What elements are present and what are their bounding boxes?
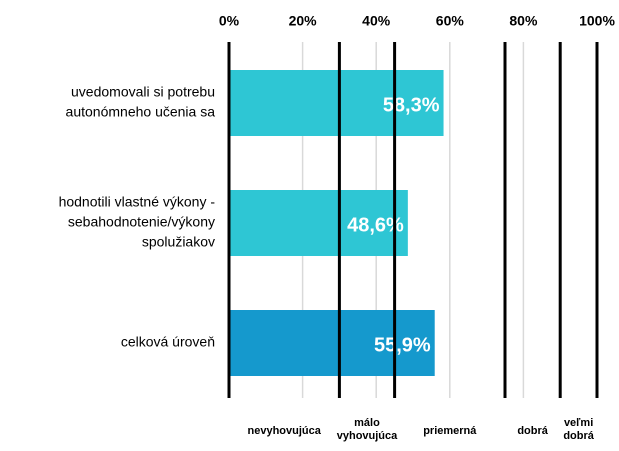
category-label: hodnotili vlastné výkony - (59, 194, 216, 210)
category-label: sebahodnotenie/výkony (68, 214, 215, 230)
band-label: vyhovujúca (337, 430, 398, 442)
band-label: dobrá (517, 425, 548, 437)
category-label: celková úroveň (121, 334, 215, 350)
band-label: veľmi (564, 417, 593, 429)
band-label: nevyhovujúca (248, 425, 322, 437)
bar (229, 190, 408, 256)
band-label: priemerná (423, 425, 477, 437)
bar (229, 310, 435, 376)
x-tick-label: 100% (579, 13, 615, 29)
x-tick-label: 60% (436, 13, 465, 29)
value-label: 58,3% (383, 94, 440, 116)
category-label: spolužiakov (142, 234, 215, 250)
x-tick-label: 80% (509, 13, 538, 29)
value-label: 48,6% (347, 214, 404, 236)
x-tick-label: 20% (289, 13, 318, 29)
bar (229, 70, 444, 136)
band-label: dobrá (563, 430, 594, 442)
x-tick-label: 0% (219, 13, 240, 29)
value-label: 55,9% (374, 334, 431, 356)
category-label: autonómneho učenia sa (66, 104, 216, 120)
category-label: uvedomovali si potrebu (71, 84, 215, 100)
x-tick-label: 40% (362, 13, 391, 29)
band-label: málo (354, 417, 380, 429)
